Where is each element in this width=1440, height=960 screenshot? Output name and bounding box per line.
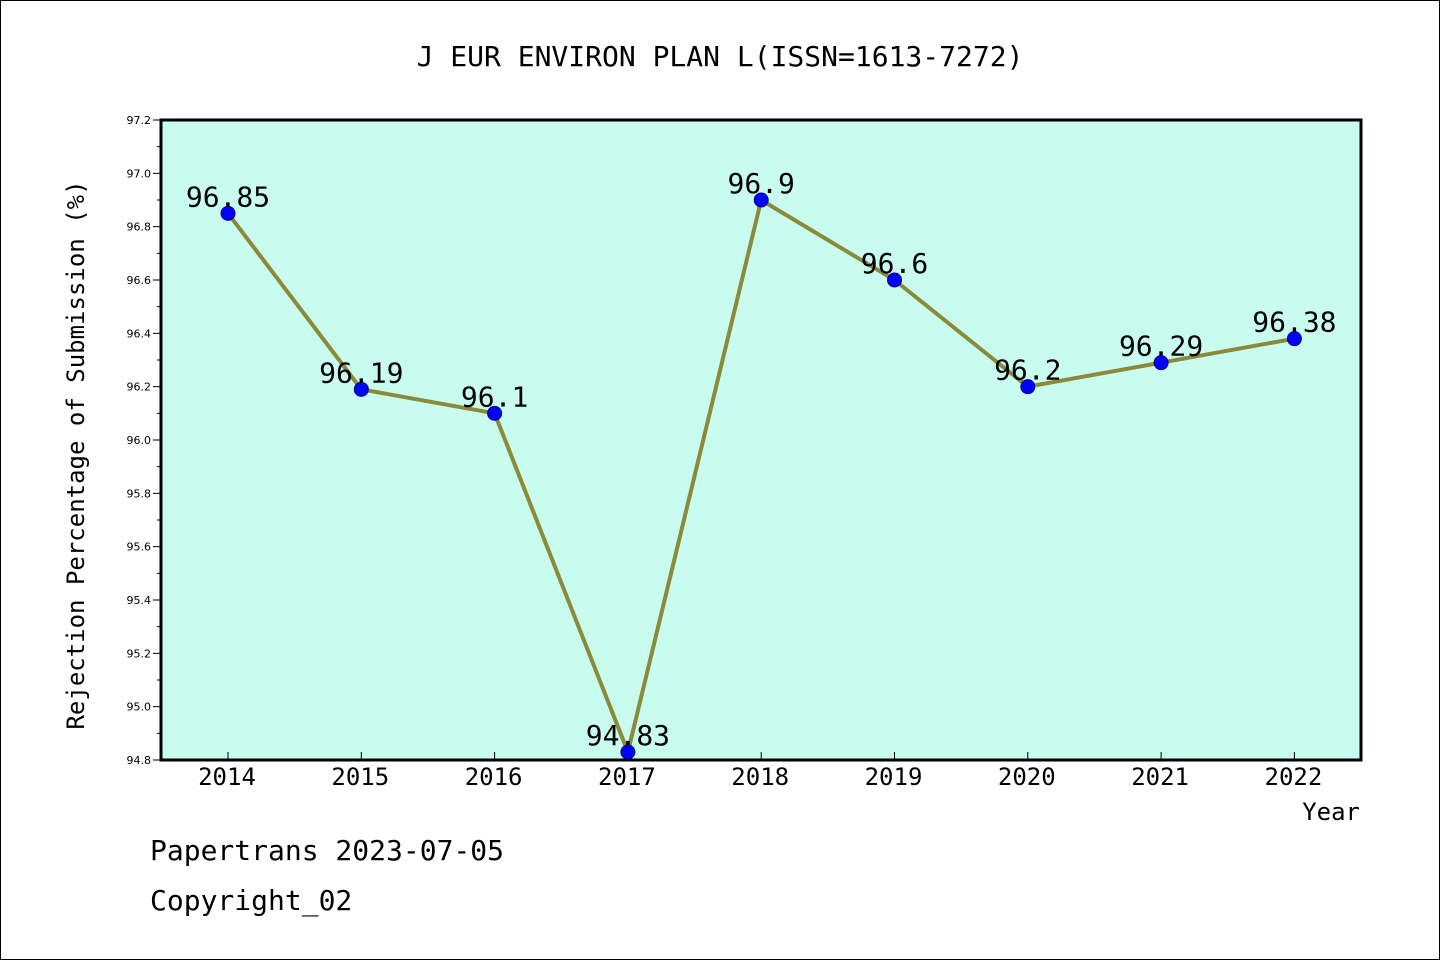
y-tick-label: 97.0 bbox=[127, 167, 152, 180]
data-point bbox=[1020, 379, 1036, 395]
data-point bbox=[353, 381, 369, 397]
y-tick-label: 95.2 bbox=[127, 647, 152, 660]
x-axis: 2014 2015 2016 2017 2018 2019 2020 2021 2022 bbox=[198, 752, 1322, 791]
x-tick-label: 2021 bbox=[1131, 763, 1189, 791]
data-label: 96.9 bbox=[727, 167, 794, 200]
data-point bbox=[753, 192, 769, 208]
data-point bbox=[487, 405, 503, 421]
data-point bbox=[620, 744, 636, 760]
x-tick-label: 2017 bbox=[598, 763, 656, 791]
plot-area bbox=[159, 118, 1363, 762]
y-axis-label: Rejection Percentage of Submission (%) bbox=[62, 180, 90, 729]
y-tick-label: 97.2 bbox=[127, 114, 152, 127]
y-tick-label: 96.6 bbox=[127, 274, 152, 287]
footer-copyright: Copyright_02 bbox=[150, 884, 353, 917]
x-tick-label: 2019 bbox=[865, 763, 923, 791]
y-tick-label: 95.8 bbox=[127, 487, 152, 500]
x-tick-label: 2020 bbox=[998, 763, 1056, 791]
y-axis: 94.8 95.0 95.2 95.4 95.6 95.8 96.0 96.2 96.4 96.6… bbox=[127, 114, 161, 767]
x-tick-label: 2015 bbox=[331, 763, 389, 791]
data-label: 96.85 bbox=[186, 180, 270, 213]
x-tick-label: 2018 bbox=[731, 763, 789, 791]
data-label: 94.83 bbox=[586, 719, 670, 752]
x-axis-label: Year bbox=[1302, 798, 1360, 826]
y-tick-label: 95.0 bbox=[127, 701, 152, 714]
data-label: 96.6 bbox=[861, 247, 928, 280]
y-tick-label: 96.4 bbox=[127, 327, 152, 340]
data-label: 96.29 bbox=[1119, 330, 1203, 363]
y-tick-label: 95.6 bbox=[127, 541, 152, 554]
x-tick-label: 2016 bbox=[465, 763, 523, 791]
data-label: 96.38 bbox=[1252, 306, 1336, 339]
series: 96.85 96.19 96.1 94.83 96.9 96.6 96.2 96.29 96.3… bbox=[186, 167, 1337, 760]
y-tick-label: 96.0 bbox=[127, 434, 152, 447]
footer-date: Papertrans 2023-07-05 bbox=[150, 834, 505, 867]
data-point bbox=[1286, 331, 1302, 347]
x-tick-label: 2014 bbox=[198, 763, 256, 791]
data-label: 96.19 bbox=[319, 356, 403, 389]
y-tick-label: 95.4 bbox=[127, 594, 152, 607]
data-label: 96.2 bbox=[994, 354, 1061, 387]
y-tick-label: 96.2 bbox=[127, 381, 152, 394]
data-point bbox=[220, 205, 236, 221]
data-point bbox=[1153, 355, 1169, 371]
data-label: 96.1 bbox=[461, 380, 528, 413]
data-point bbox=[887, 272, 902, 288]
y-tick-label: 94.8 bbox=[127, 754, 152, 767]
x-tick-label: 2022 bbox=[1265, 763, 1323, 791]
y-tick-label: 96.8 bbox=[127, 221, 152, 234]
chart-title: J EUR ENVIRON PLAN L(ISSN=1613-7272) bbox=[417, 40, 1024, 73]
